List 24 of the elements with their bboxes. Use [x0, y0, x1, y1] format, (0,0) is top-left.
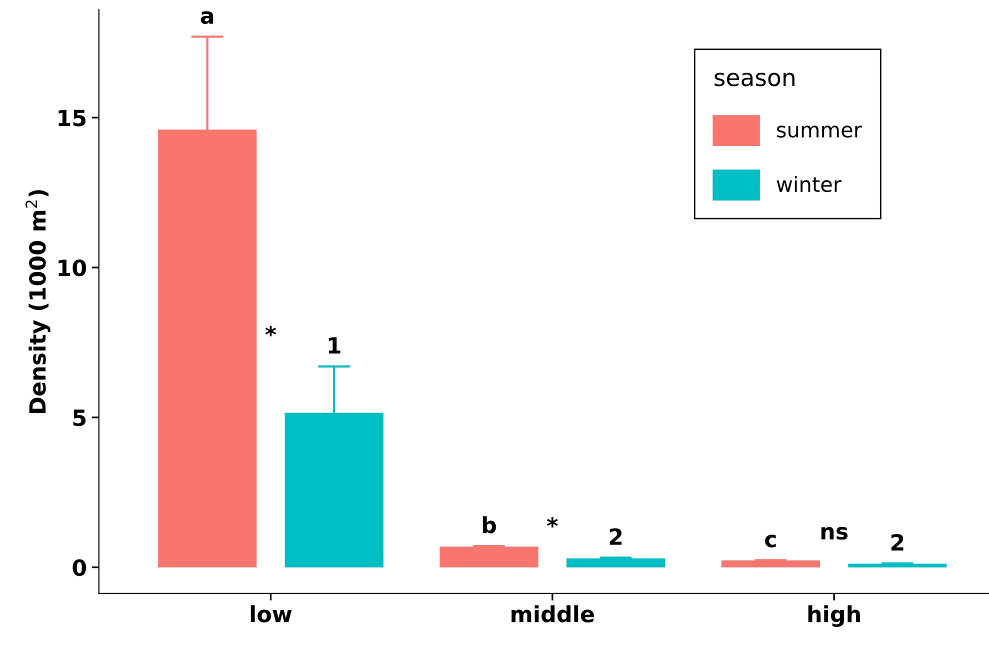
- annotation: ns: [821, 526, 848, 540]
- annotation: *: [265, 326, 276, 336]
- legend-label: summer: [777, 126, 862, 138]
- annotation: a: [200, 11, 214, 24]
- bar: [566, 558, 666, 568]
- annotation: c: [765, 534, 776, 548]
- bar: [440, 546, 538, 568]
- y-tick-label: 15: [58, 110, 86, 126]
- legend-label: winter: [776, 176, 842, 192]
- y-axis-title: Density (1000 m$^{2}$): [26, 190, 50, 413]
- x-tick-label: high: [808, 605, 860, 627]
- y-tick-label: 10: [58, 259, 86, 276]
- annotation: *: [547, 517, 558, 528]
- annotation: 2: [891, 534, 904, 550]
- annotation: 1: [328, 337, 340, 354]
- y-tick-label: 0: [72, 559, 86, 576]
- x-tick-label: middle: [512, 605, 594, 622]
- annotation: 2: [610, 528, 622, 545]
- x-tick-label: low: [250, 605, 292, 622]
- legend-title: season: [714, 72, 794, 86]
- bar: [721, 560, 820, 568]
- annotation: b: [482, 516, 496, 534]
- y-tick-label: 5: [73, 410, 86, 426]
- bar: [848, 564, 947, 568]
